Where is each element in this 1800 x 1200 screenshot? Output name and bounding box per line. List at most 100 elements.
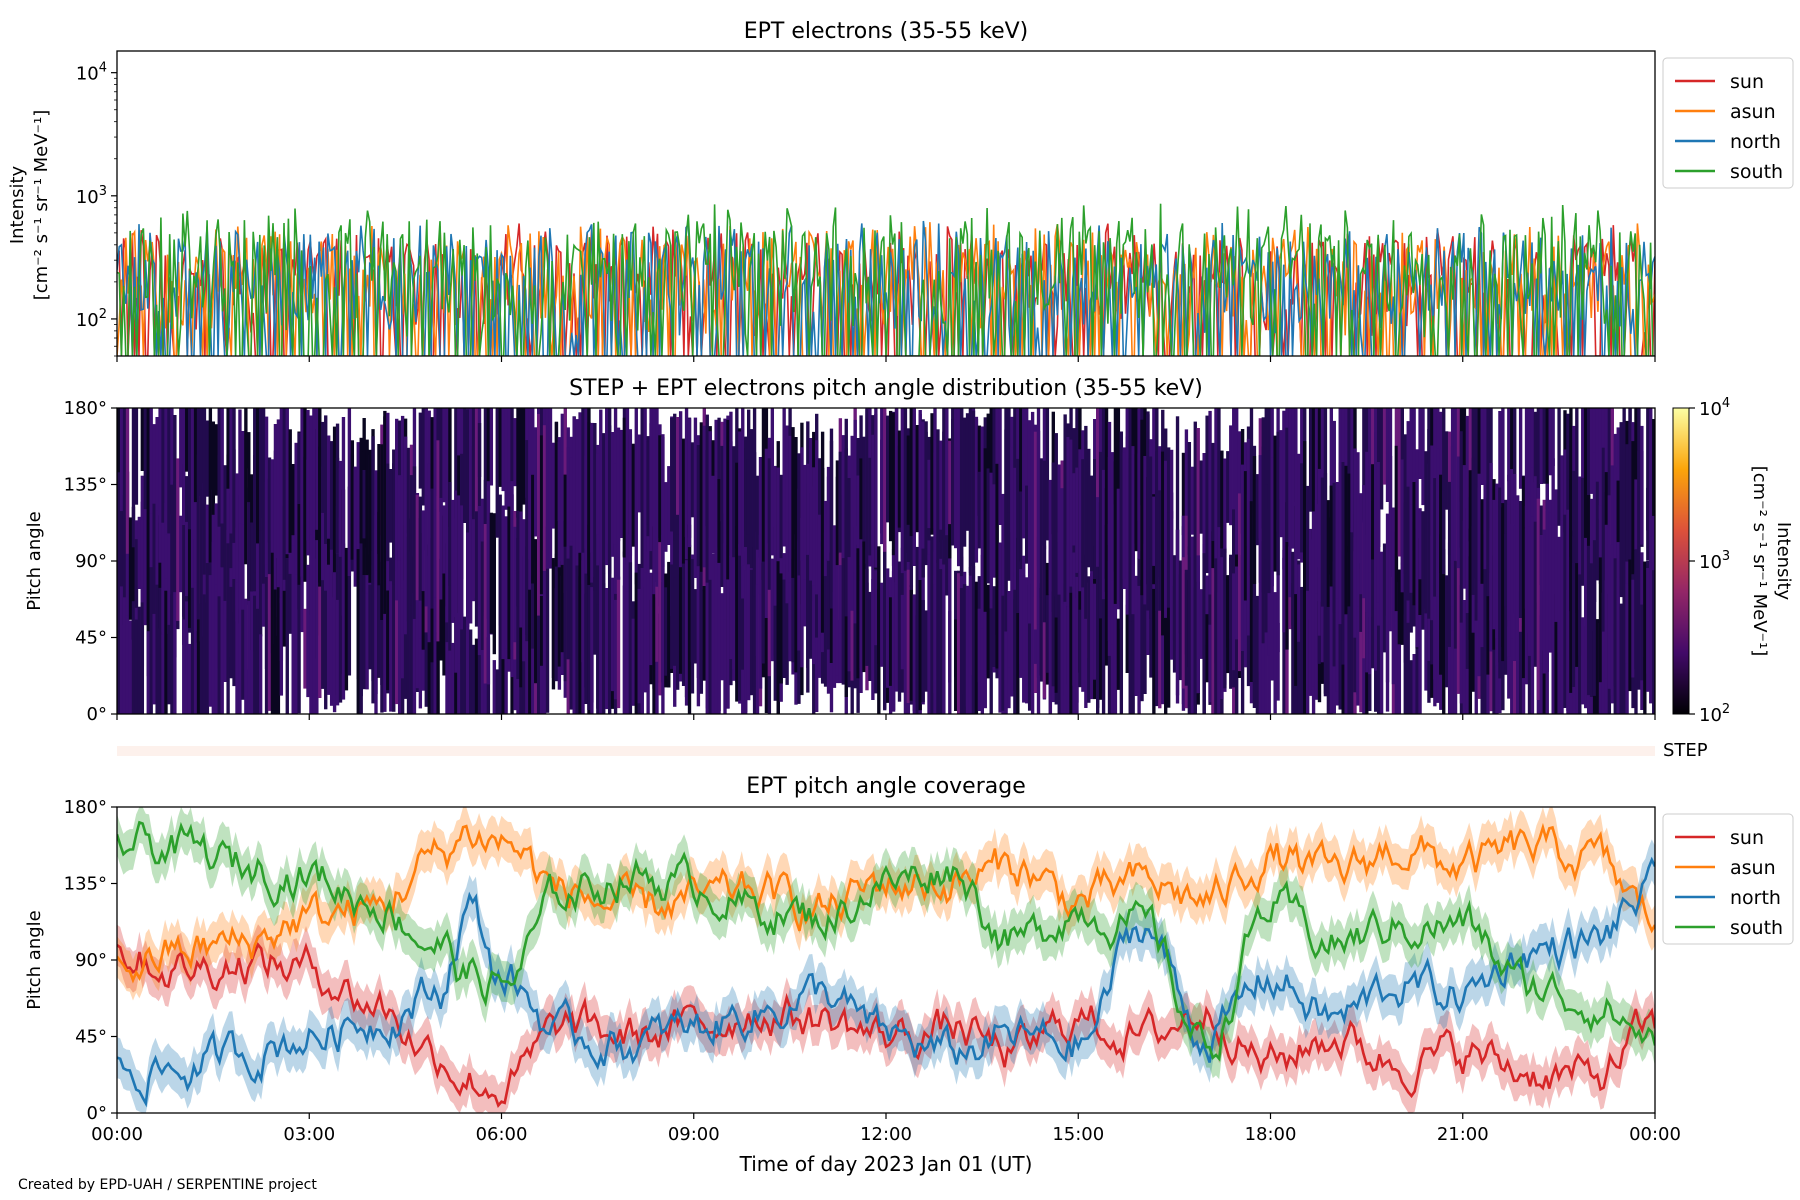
heatmap-cell bbox=[1495, 486, 1499, 639]
heatmap-cell bbox=[1462, 600, 1467, 714]
heatmap-cell bbox=[474, 638, 479, 714]
heatmap-cell bbox=[1101, 543, 1106, 714]
heatmap-cell bbox=[1069, 439, 1073, 587]
heatmap-cell bbox=[1379, 551, 1384, 652]
heatmap-cell bbox=[687, 418, 692, 548]
heatmap-cell bbox=[223, 465, 227, 617]
heatmap-cell bbox=[516, 538, 520, 607]
heatmap-cell bbox=[1598, 505, 1603, 584]
heatmap-cell bbox=[628, 429, 633, 556]
heatmap-cell bbox=[119, 408, 124, 507]
x-tick-label: 06:00 bbox=[476, 1124, 528, 1145]
heatmap-cell bbox=[726, 522, 730, 709]
heatmap-cell bbox=[182, 619, 186, 714]
y-tick-label: 135° bbox=[64, 874, 107, 895]
heatmap-cell bbox=[415, 494, 420, 601]
heatmap-cell bbox=[1072, 552, 1076, 714]
heatmap-cell bbox=[1098, 451, 1103, 619]
heatmap-cell bbox=[303, 608, 307, 689]
heatmap-cell bbox=[933, 408, 937, 585]
heatmap-cell bbox=[164, 511, 168, 662]
heatmap-cell bbox=[1598, 408, 1603, 519]
heatmap-cell bbox=[998, 542, 1002, 713]
heatmap-cell bbox=[803, 464, 807, 580]
heatmap-cell bbox=[1039, 583, 1044, 682]
heatmap-cell bbox=[356, 549, 360, 714]
heatmap-cell bbox=[640, 408, 644, 568]
heatmap-cell bbox=[217, 596, 221, 714]
heatmap-cell bbox=[906, 569, 911, 703]
heatmap-cell bbox=[593, 577, 597, 655]
heatmap-cell bbox=[1013, 467, 1017, 590]
heatmap-cell bbox=[602, 433, 606, 574]
heatmap-cell bbox=[545, 408, 550, 569]
heatmap-cell bbox=[1498, 411, 1502, 492]
heatmap-cell bbox=[1628, 559, 1632, 692]
heatmap-cell bbox=[1116, 618, 1121, 690]
heatmap-cell bbox=[457, 646, 461, 714]
heatmap-cell bbox=[1004, 429, 1008, 632]
heatmap-cell bbox=[442, 408, 446, 503]
y-tick-label: 135° bbox=[64, 475, 107, 496]
heatmap-cell bbox=[158, 515, 162, 629]
heatmap-cell bbox=[297, 584, 301, 714]
heatmap-cell bbox=[596, 604, 600, 714]
heatmap-cell bbox=[1258, 504, 1263, 673]
heatmap-cell bbox=[439, 497, 443, 600]
heatmap-cell bbox=[1181, 452, 1186, 536]
heatmap-cell bbox=[1542, 408, 1546, 484]
heatmap-cell bbox=[835, 460, 840, 566]
heatmap-cell bbox=[466, 409, 470, 609]
heatmap-cell bbox=[1007, 591, 1011, 668]
heatmap-cell bbox=[1362, 408, 1366, 520]
heatmap-cell bbox=[915, 546, 919, 714]
heatmap-cell bbox=[445, 444, 449, 623]
heatmap-cell bbox=[1166, 561, 1171, 708]
heatmap-cell bbox=[1285, 502, 1289, 650]
heatmap-cell bbox=[714, 471, 718, 562]
heatmap-cell bbox=[1184, 569, 1189, 686]
heatmap-cell bbox=[1560, 520, 1564, 681]
heatmap-cell bbox=[877, 588, 881, 664]
heatmap-cell bbox=[158, 408, 162, 563]
heatmap-cell bbox=[868, 457, 872, 556]
heatmap-cell bbox=[190, 587, 195, 714]
y-tick-label: 180° bbox=[64, 797, 107, 818]
heatmap-cell bbox=[1477, 473, 1481, 581]
heatmap-cell bbox=[152, 477, 156, 658]
heatmap-cell bbox=[241, 473, 245, 676]
heatmap-cell bbox=[1169, 492, 1174, 660]
heatmap-cell bbox=[723, 543, 727, 714]
heatmap-cell bbox=[888, 597, 893, 686]
heatmap-cell bbox=[1226, 575, 1230, 674]
heatmap-cell bbox=[1001, 544, 1005, 711]
heatmap-cell bbox=[773, 527, 777, 701]
heatmap-cell bbox=[752, 408, 757, 597]
heatmap-cell bbox=[1096, 537, 1100, 708]
heatmap-cell bbox=[383, 568, 387, 712]
heatmap-cell bbox=[708, 569, 712, 710]
heatmap-cell bbox=[566, 558, 570, 660]
heatmap-cell bbox=[1166, 447, 1171, 521]
heatmap-cell bbox=[986, 584, 990, 679]
heatmap-cell bbox=[516, 408, 520, 518]
panel3-ylabel: Pitch angle bbox=[24, 910, 45, 1009]
heatmap-cell bbox=[1634, 549, 1638, 714]
series-line-sun bbox=[117, 942, 1655, 1108]
heatmap-cell bbox=[797, 453, 801, 576]
heatmap-cell bbox=[1447, 530, 1452, 647]
y-tick-label: 104 bbox=[76, 61, 107, 85]
heatmap-cell bbox=[338, 556, 343, 703]
heatmap-cell bbox=[883, 408, 887, 552]
heatmap-cell bbox=[170, 594, 174, 714]
heatmap-cell bbox=[720, 593, 724, 681]
heatmap-cell bbox=[758, 534, 763, 689]
heatmap-cell bbox=[1643, 561, 1647, 714]
heatmap-cell bbox=[445, 606, 449, 714]
heatmap-cell bbox=[327, 564, 331, 695]
heatmap-cell bbox=[531, 408, 535, 540]
heatmap-cell bbox=[131, 601, 136, 714]
heatmap-cell bbox=[504, 408, 508, 510]
heatmap-cell bbox=[773, 465, 777, 606]
heatmap-cell bbox=[1572, 536, 1576, 687]
